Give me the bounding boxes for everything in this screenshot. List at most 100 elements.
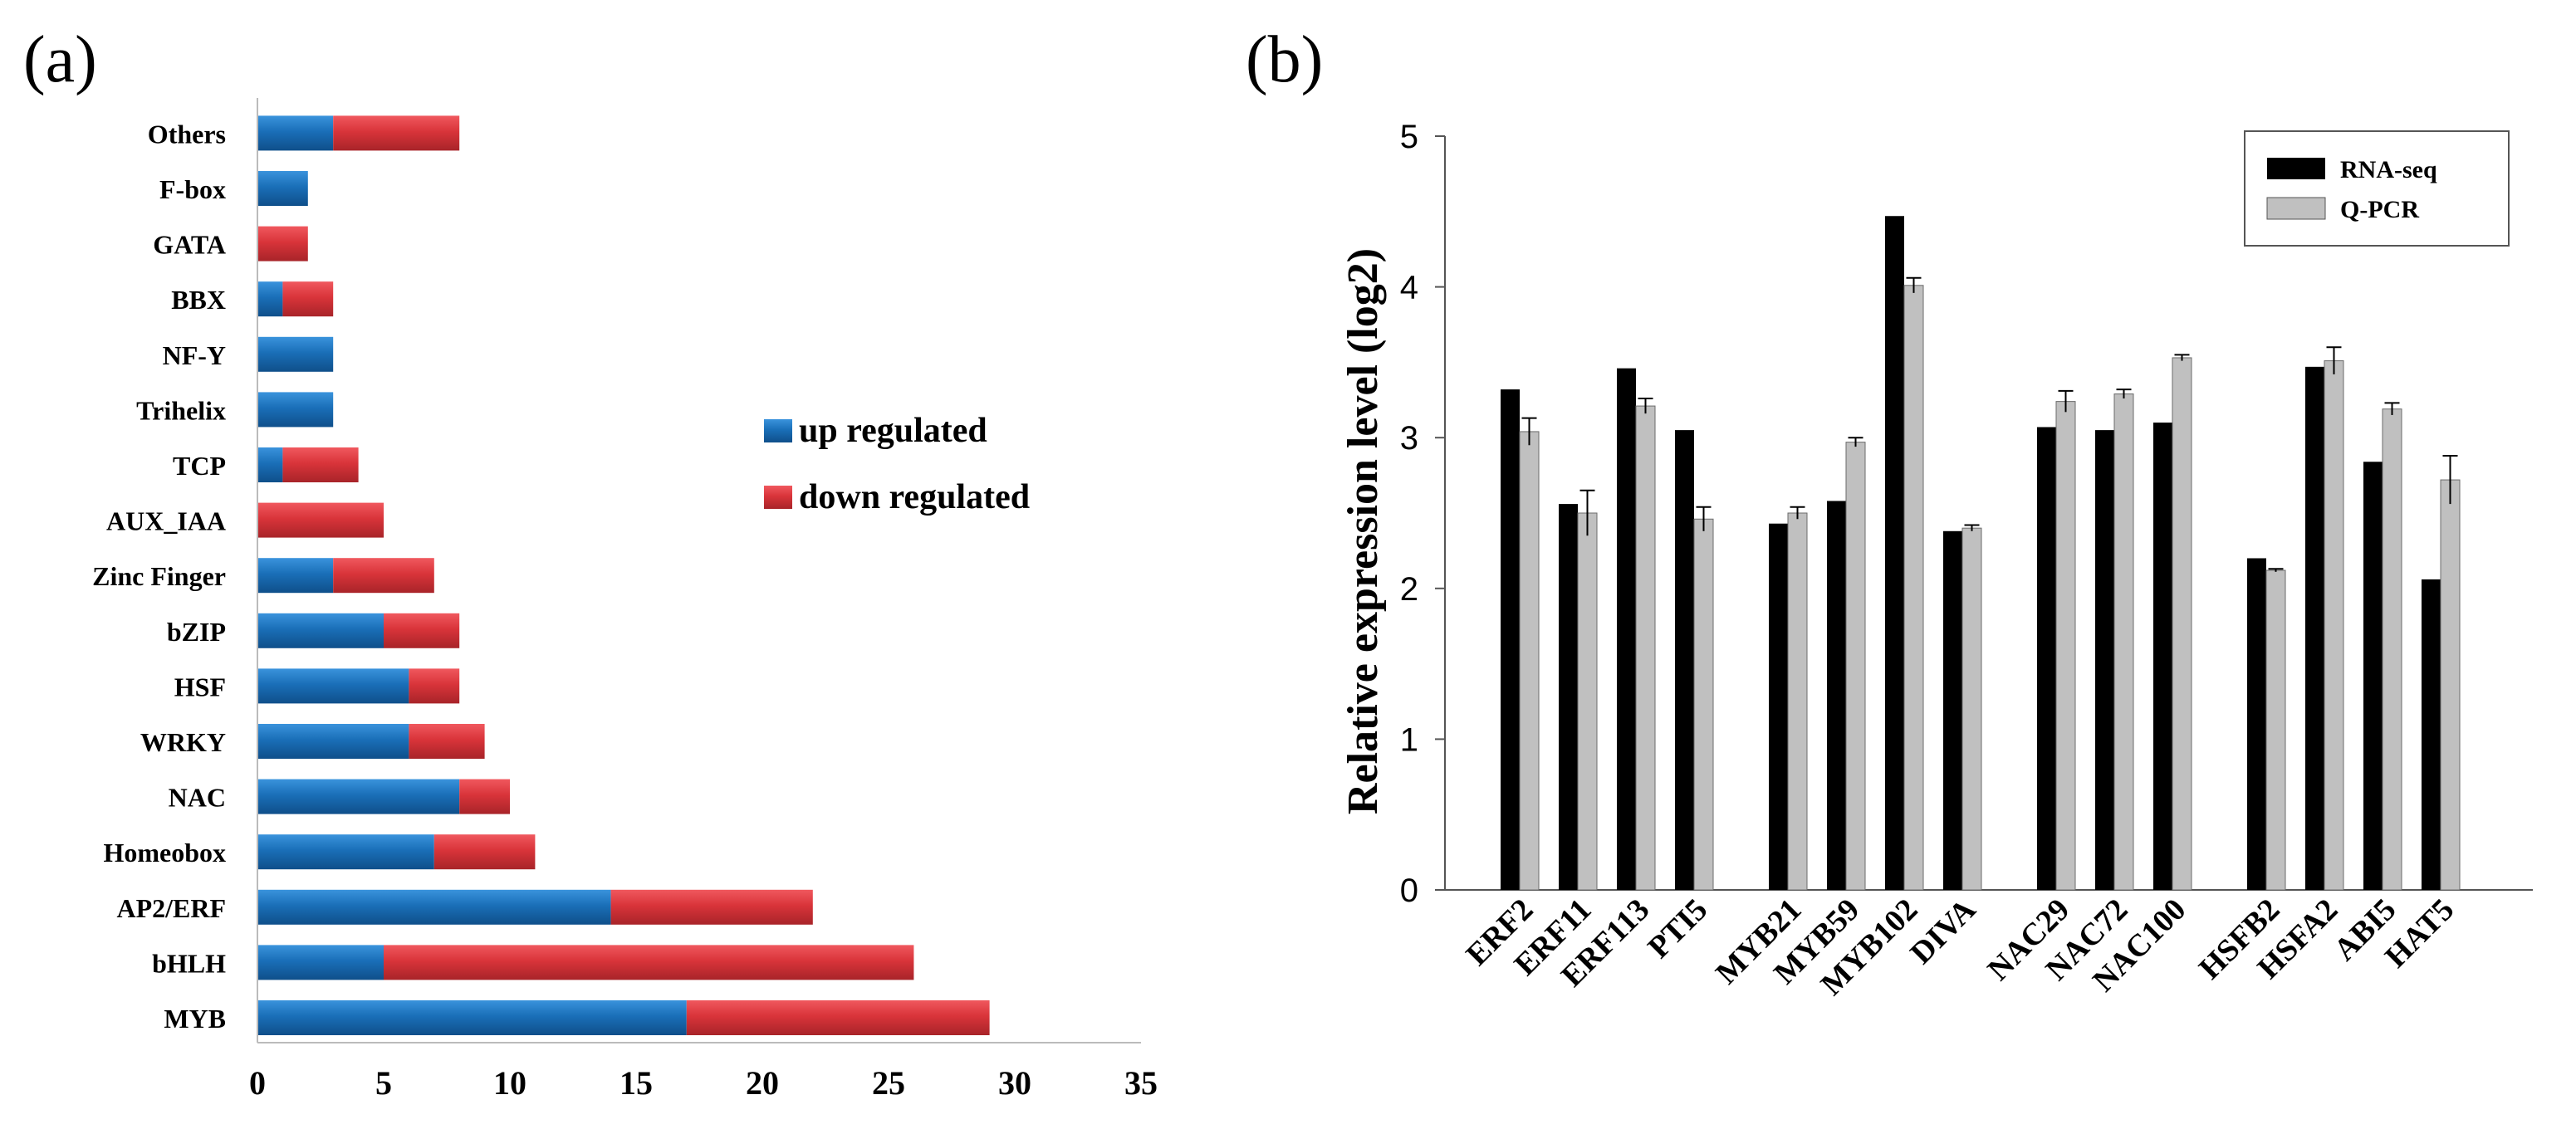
error-bar-pti5 [1696,506,1712,531]
bar-up-nf-y [257,336,334,372]
bar-down-hsf [409,668,460,704]
y-tick-4: 4 [1400,270,1418,306]
category-label-bzip: bZIP [167,617,226,647]
bar-qpcr-erf11 [1577,512,1598,891]
x-tick-35: 35 [1124,1064,1158,1102]
bar-rna-seq-erf11 [1559,504,1578,890]
bar-rna-seq-hsfa2 [2305,366,2324,890]
bar-up-bzip [257,613,384,648]
bar-up-trihelix [257,392,334,428]
bar-rna-seq-nac100 [2153,423,2172,890]
bar-down-bhlh [384,945,914,980]
bar-down-tcp [282,447,359,482]
bar-qpcr-hsfa2 [2324,360,2344,891]
bar-up-nac [257,779,460,814]
y-tick-2: 2 [1400,571,1418,608]
category-label-gata: GATA [153,230,226,260]
bar-down-aux-iaa [257,502,384,538]
bar-rna-seq-diva [1943,530,1962,890]
legend-swatch-qpcr [2266,197,2326,220]
category-label-trihelix: Trihelix [136,395,226,425]
bar-up-bhlh [257,945,384,980]
bar-qpcr-pti5 [1693,518,1714,891]
y-tick-3: 3 [1400,420,1418,457]
bar-qpcr-myb102 [1903,285,1924,891]
x-tick-15: 15 [620,1064,653,1102]
x-tick-5: 5 [375,1064,392,1102]
category-label-others: Others [148,119,226,149]
legend-label-rna-seq: RNA-seq [2340,156,2437,183]
legend-label-up: up regulated [799,412,987,450]
error-bar-nac29 [2058,389,2074,413]
bar-rna-seq-hat5 [2422,579,2441,890]
bar-qpcr-myb21 [1787,512,1808,891]
chart-a-bars [257,115,990,1035]
category-label-myb: MYB [164,1004,226,1034]
bar-down-homeobox [433,834,536,870]
bar-rna-seq-erf113 [1617,368,1636,890]
category-label-bhlh: bHLH [152,948,226,978]
bar-qpcr-nac29 [2055,401,2076,891]
category-label-ap2-erf: AP2/ERF [116,893,226,923]
bar-qpcr-erf113 [1635,405,1656,891]
bar-qpcr-nac100 [2172,357,2192,891]
bar-rna-seq-myb21 [1769,523,1788,890]
category-label-hat5: HAT5 [2378,892,2461,975]
bar-down-ap2-erf [610,889,813,925]
legend-label-qpcr: Q-PCR [2340,196,2419,223]
y-tick-0: 0 [1400,872,1418,909]
error-bar-myb21 [1790,506,1805,520]
bar-rna-seq-hsfb2 [2247,558,2266,890]
bar-down-bzip [384,613,460,648]
error-bar-erf113 [1638,397,1653,414]
error-bar-diva [1964,524,1980,531]
bar-down-gata [257,226,308,261]
error-bar-myb102 [1906,276,1922,293]
x-tick-0: 0 [249,1064,266,1102]
bar-qpcr-hsfb2 [2265,569,2286,891]
bar-up-hsf [257,668,409,704]
panel-a-label: (a) [23,23,97,96]
x-tick-20: 20 [746,1064,779,1102]
error-bar-hsfb2 [2268,568,2284,572]
bar-rna-seq-nac72 [2095,430,2114,890]
bar-down-nac [459,779,510,814]
bar-qpcr-abi5 [2382,408,2402,891]
bar-up-myb [257,1000,687,1035]
category-label-bbx: BBX [171,285,226,315]
y-tick-5: 5 [1400,119,1418,155]
chart-a-horizontal-stacked-bar: MYB bHLH AP2/ERF Homeobox NAC WRKY HSF bZIP Zinc… [92,98,1158,1102]
x-tick-10: 10 [493,1064,526,1102]
chart-b-category-labels: ERF2ERF11ERF113PTI5MYB21MYB59MYB102DIVAN… [1459,892,2461,1002]
bar-qpcr-nac72 [2113,393,2134,891]
error-bar-erf2 [1521,417,1537,446]
bar-down-others [333,115,460,151]
legend-swatch-up [764,419,792,442]
error-bar-nac100 [2174,354,2190,361]
bar-down-wrky [409,724,485,759]
bar-up-wrky [257,724,409,759]
chart-a-category-labels: MYB bHLH AP2/ERF Homeobox NAC WRKY HSF bZIP Zinc… [92,119,226,1034]
chart-b-y-ticks: 0 1 2 3 4 5 [1400,119,1445,909]
chart-b-legend: RNA-seq Q-PCR [2244,130,2510,247]
chart-b-grouped-bar: Relative expression level (log2) 012345 … [1339,119,2533,1002]
x-tick-30: 30 [998,1064,1031,1102]
bar-rna-seq-myb102 [1885,216,1904,890]
bar-up-zinc-finger [257,558,334,594]
bar-down-myb [686,1000,990,1035]
error-bar-myb59 [1848,437,1863,447]
category-label-wrky: WRKY [140,727,226,757]
bar-up-others [257,115,334,151]
category-label-nf-y: NF-Y [163,340,226,370]
bar-rna-seq-pti5 [1675,430,1694,890]
legend-swatch-rna-seq [2267,158,2325,179]
category-label-hsf: HSF [174,672,226,701]
legend-box [2244,130,2510,247]
x-tick-25: 25 [872,1064,905,1102]
legend-label-down: down regulated [799,478,1030,516]
bar-rna-seq-erf2 [1501,389,1520,890]
bar-down-bbx [282,281,334,317]
bar-qpcr-hat5 [2440,479,2461,891]
bar-up-bbx [257,281,283,317]
